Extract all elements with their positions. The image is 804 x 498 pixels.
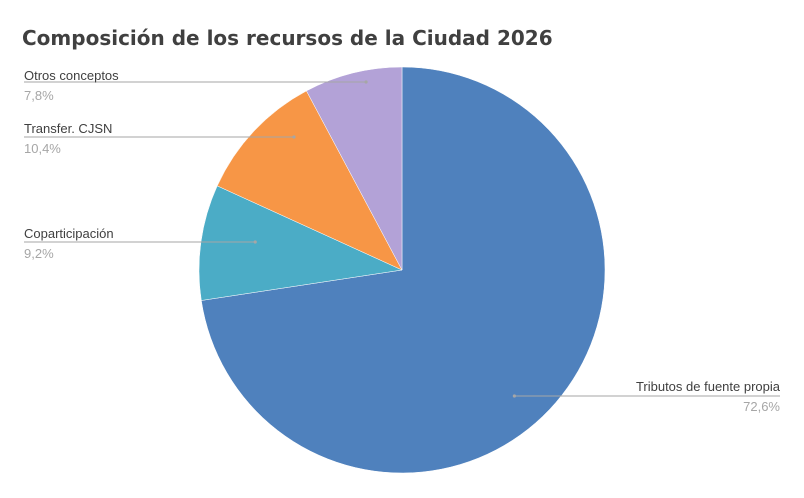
pie-labels: Tributos de fuente propia 72,6% Coparticip… — [24, 68, 781, 414]
category-label-3: Transfer. CJSN — [24, 121, 112, 136]
value-label-1: 72,6% — [743, 399, 780, 414]
pie-slices — [198, 66, 606, 474]
value-label-2: 9,2% — [24, 246, 54, 261]
chart-title: Composición de los recursos de la Ciudad… — [22, 26, 553, 50]
value-label-3: 10,4% — [24, 141, 61, 156]
value-label-4: 7,8% — [24, 88, 54, 103]
category-label-4: Otros conceptos — [24, 68, 119, 83]
category-label-2: Coparticipación — [24, 226, 114, 241]
pie-slice-1 — [201, 66, 606, 474]
pie-slice-3 — [216, 90, 403, 271]
pie-slice-4 — [306, 66, 403, 271]
category-label-1: Tributos de fuente propia — [636, 379, 781, 394]
